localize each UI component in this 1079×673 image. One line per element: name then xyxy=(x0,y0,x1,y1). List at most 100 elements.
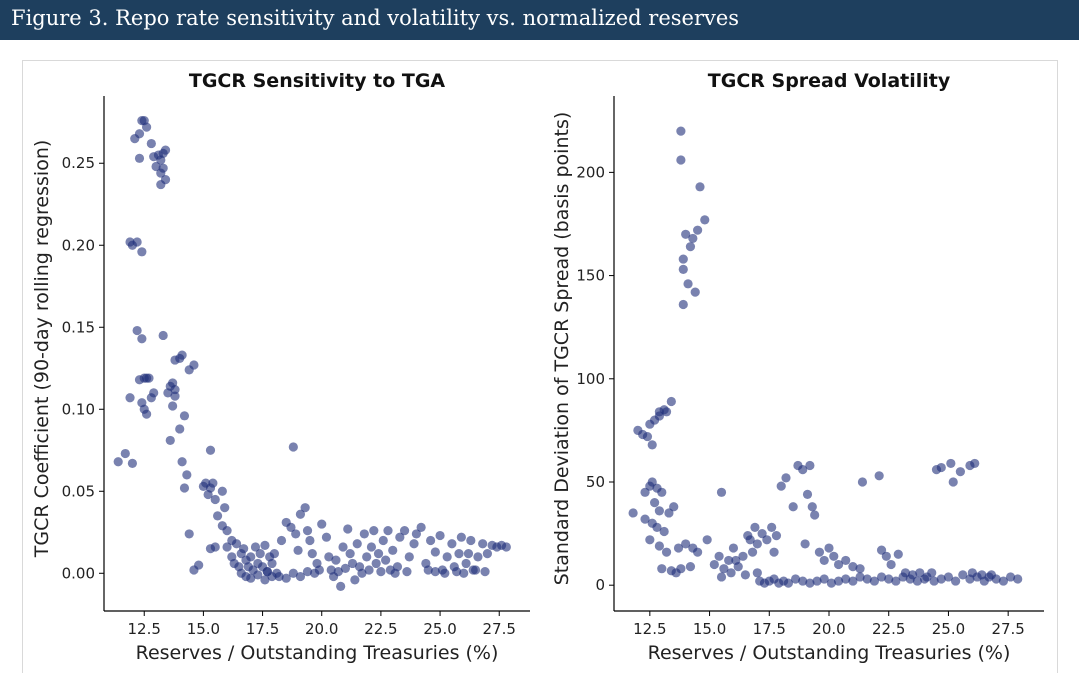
data-point xyxy=(833,576,844,586)
data-point xyxy=(874,471,884,481)
y-tick-label: 0.15 xyxy=(62,318,95,336)
data-point xyxy=(1013,574,1023,584)
data-point xyxy=(800,539,810,549)
data-point xyxy=(647,477,657,487)
data-point xyxy=(948,477,958,487)
data-point xyxy=(473,552,483,562)
data-point xyxy=(998,576,1008,586)
data-point xyxy=(345,548,355,559)
data-point xyxy=(168,401,178,411)
data-point xyxy=(955,467,965,477)
data-point xyxy=(295,509,306,519)
data-point xyxy=(814,547,825,557)
data-point xyxy=(293,545,303,555)
data-point xyxy=(857,477,868,487)
data-point xyxy=(404,552,414,562)
data-point xyxy=(378,535,388,546)
data-point xyxy=(769,547,779,557)
data-point xyxy=(640,487,650,497)
chart-title: TGCR Sensitivity to TGA xyxy=(189,70,446,92)
x-tick-label: 20.0 xyxy=(305,620,338,638)
data-point xyxy=(134,129,145,139)
data-point xyxy=(664,508,674,518)
x-tick-label: 27.5 xyxy=(483,620,516,638)
data-point xyxy=(331,555,341,565)
data-point xyxy=(908,570,918,580)
data-point xyxy=(693,225,703,235)
data-point xyxy=(343,524,353,534)
data-point xyxy=(640,514,650,524)
data-point xyxy=(738,551,748,561)
data-point xyxy=(678,299,688,310)
data-point xyxy=(659,526,669,537)
data-point xyxy=(685,242,696,252)
data-point xyxy=(726,568,736,578)
x-tick-label: 12.5 xyxy=(633,620,666,638)
chart-title: TGCR Spread Volatility xyxy=(708,70,951,92)
data-point xyxy=(661,547,672,557)
y-tick-label: 0.00 xyxy=(62,564,95,582)
data-point xyxy=(137,247,147,257)
data-point xyxy=(771,531,782,541)
data-point xyxy=(673,543,684,553)
data-point xyxy=(142,122,152,132)
data-point xyxy=(862,574,872,584)
data-point xyxy=(286,522,296,532)
data-point xyxy=(160,145,171,155)
data-point xyxy=(213,511,223,521)
data-point xyxy=(912,576,922,586)
data-point xyxy=(747,547,758,557)
data-point xyxy=(307,548,317,559)
data-point xyxy=(151,161,161,172)
data-point xyxy=(876,545,887,555)
data-point xyxy=(984,572,994,582)
data-point xyxy=(681,539,691,549)
data-point xyxy=(716,487,727,497)
data-point xyxy=(402,567,412,577)
data-point xyxy=(958,570,968,580)
data-point xyxy=(336,581,346,591)
data-point xyxy=(447,539,457,549)
data-point xyxy=(702,535,712,545)
data-point xyxy=(317,519,327,529)
data-point xyxy=(189,360,199,370)
data-point xyxy=(156,179,166,190)
data-point xyxy=(220,503,230,513)
x-tick-label: 22.5 xyxy=(872,620,905,638)
y-tick-label: 0.05 xyxy=(62,482,95,500)
y-tick-label: 0.25 xyxy=(62,154,95,172)
data-point xyxy=(165,435,175,446)
data-point xyxy=(146,138,156,149)
data-point xyxy=(369,526,379,536)
y-tick-label: 100 xyxy=(576,370,605,388)
data-point xyxy=(654,541,664,551)
data-point xyxy=(295,571,306,582)
data-point xyxy=(291,529,301,539)
data-point xyxy=(459,568,469,578)
data-point xyxy=(855,572,865,582)
x-tick-label: 25.0 xyxy=(423,620,456,638)
data-point xyxy=(676,126,686,136)
x-tick-label: 17.5 xyxy=(753,620,786,638)
data-point xyxy=(628,508,638,518)
data-point xyxy=(700,215,710,225)
data-point xyxy=(478,539,488,549)
data-point xyxy=(376,567,386,577)
data-point xyxy=(359,529,369,539)
data-point xyxy=(165,381,175,391)
data-point xyxy=(991,574,1001,584)
x-tick-label: 15.0 xyxy=(693,620,726,638)
data-point xyxy=(302,526,313,536)
data-point xyxy=(321,532,332,542)
data-point xyxy=(158,163,168,173)
data-point xyxy=(452,567,462,577)
data-point xyxy=(260,540,270,550)
x-tick-label: 22.5 xyxy=(364,620,397,638)
data-point xyxy=(262,567,272,577)
data-point xyxy=(381,555,391,565)
data-point xyxy=(716,572,727,582)
data-point xyxy=(929,576,939,586)
data-point xyxy=(678,264,688,274)
data-point xyxy=(855,564,865,574)
data-point xyxy=(144,373,154,383)
